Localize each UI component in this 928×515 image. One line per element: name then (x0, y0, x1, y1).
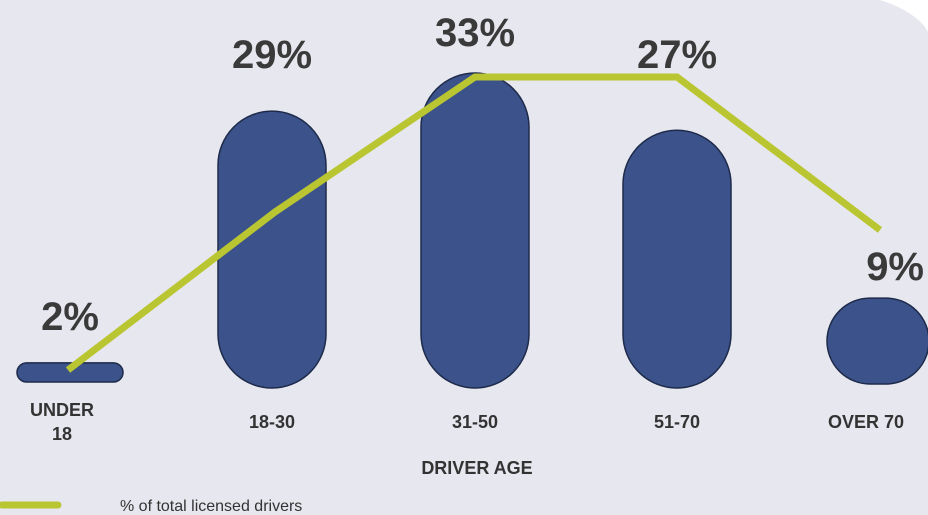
line-layer (65, 73, 883, 373)
bar-18-30 (217, 110, 327, 389)
series-line-licensed-drivers (65, 73, 883, 373)
category-label-under-18: UNDER 18 (30, 400, 94, 444)
bars-group (16, 72, 928, 389)
bar-51-70 (622, 129, 732, 389)
category-label-51-70: 51-70 (654, 412, 700, 432)
legend-label: % of total licensed drivers (120, 498, 302, 515)
value-label-over-70: 9% (866, 245, 924, 289)
category-label-over-70: OVER 70 (828, 412, 904, 432)
bar-31-50 (420, 72, 530, 389)
bar-over-70 (826, 297, 928, 385)
x-axis-title: DRIVER AGE (421, 458, 532, 478)
legend: % of total licensed drivers (0, 498, 302, 515)
category-labels-group: UNDER 18 18-30 31-50 51-70 OVER 70 (30, 400, 904, 444)
value-label-51-70: 27% (637, 33, 717, 77)
category-label-31-50: 31-50 (452, 412, 498, 432)
value-label-31-50: 33% (435, 11, 515, 55)
value-label-under-18: 2% (41, 295, 99, 339)
category-label-18-30: 18-30 (249, 412, 295, 432)
value-labels-group: 2% 29% 33% 27% 9% (41, 11, 924, 339)
value-label-18-30: 29% (232, 33, 312, 77)
